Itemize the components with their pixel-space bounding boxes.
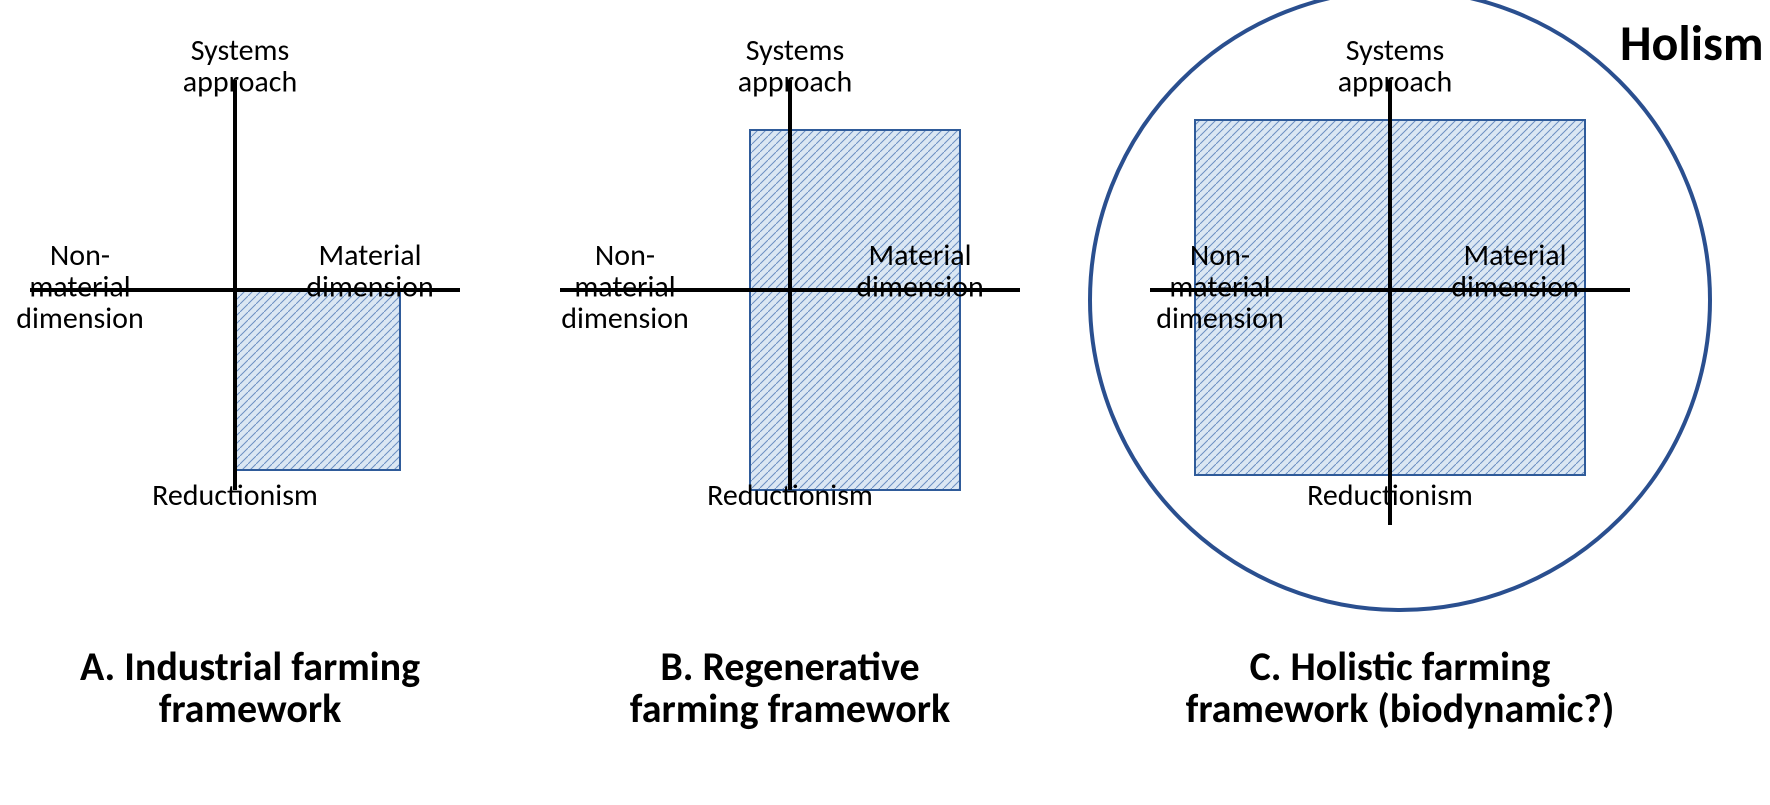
label-reductionism: Reductionism (152, 477, 318, 514)
label-systems-approach: Systemsapproach (1338, 32, 1453, 101)
caption-a: A. Industrial farmingframework (80, 642, 420, 733)
label-material: Materialdimension (306, 237, 434, 306)
caption-c: C. Holistic farmingframework (biodynamic… (1186, 642, 1615, 733)
label-non-material: Non-materialdimension (561, 237, 689, 337)
caption-b: B. Regenerativefarming framework (630, 642, 950, 733)
label-holism: Holism (1620, 13, 1764, 74)
label-systems-approach: Systemsapproach (183, 32, 298, 101)
label-non-material: Non-materialdimension (16, 237, 144, 337)
label-material: Materialdimension (856, 237, 984, 306)
label-systems-approach: Systemsapproach (738, 32, 853, 101)
quadrant-box (235, 290, 400, 470)
label-material: Materialdimension (1451, 237, 1579, 306)
label-reductionism: Reductionism (1307, 477, 1473, 514)
quadrant-box (750, 130, 960, 490)
label-reductionism: Reductionism (707, 477, 873, 514)
